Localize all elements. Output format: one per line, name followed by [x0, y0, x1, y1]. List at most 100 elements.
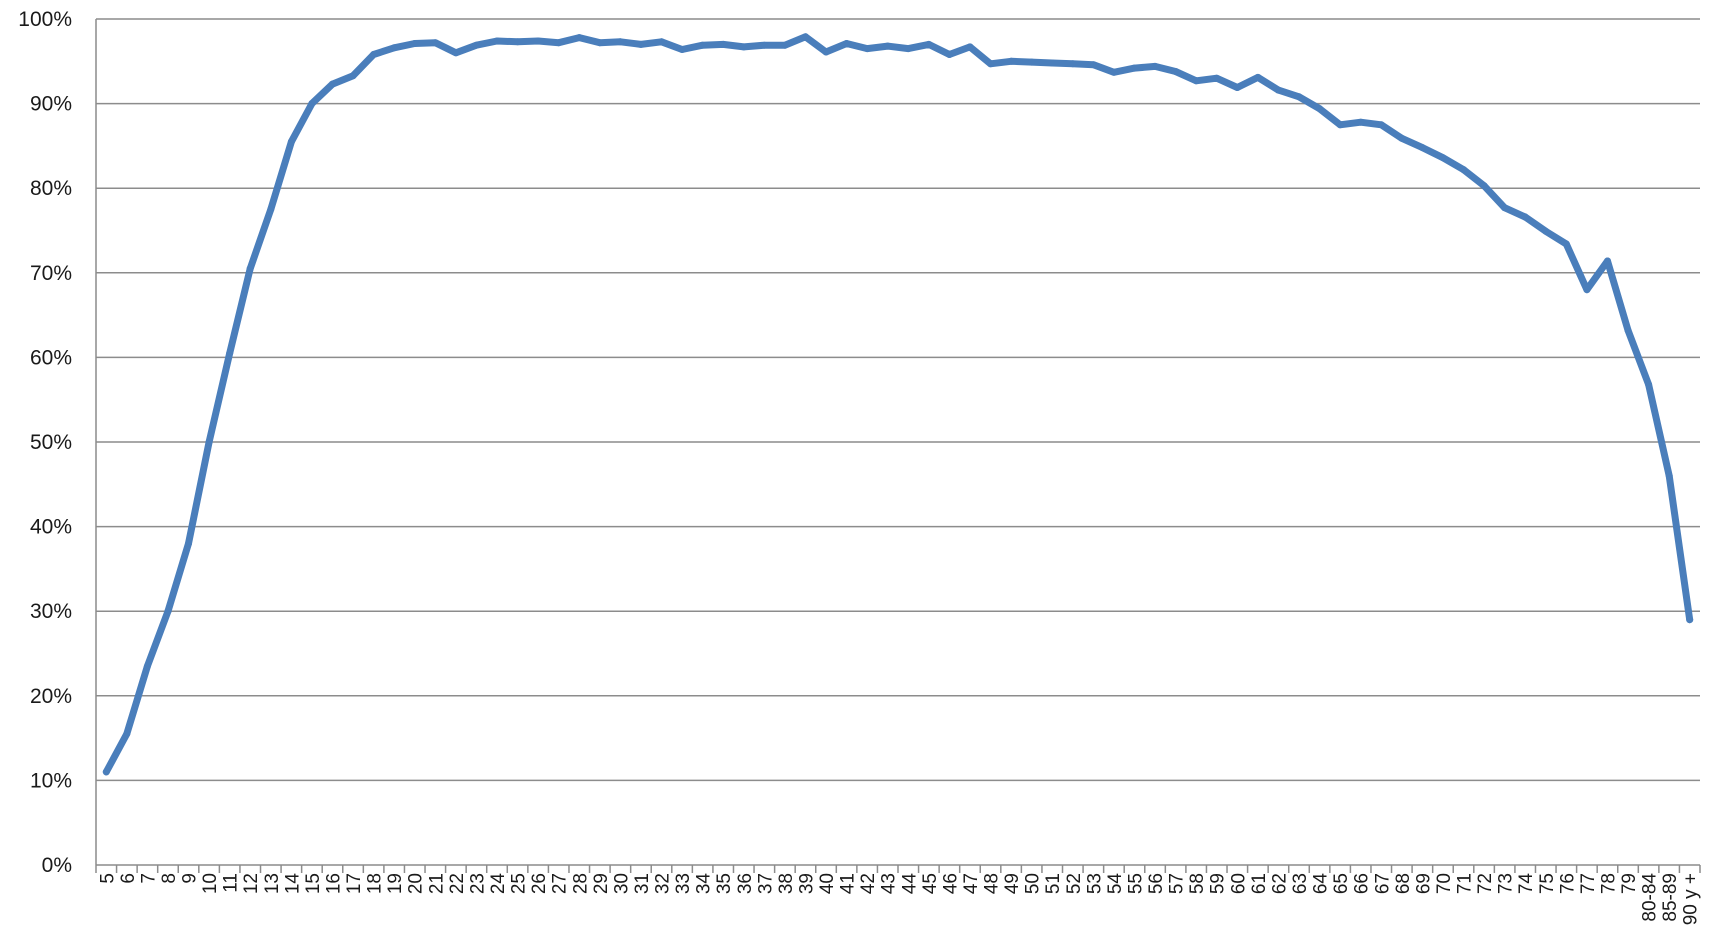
data-point — [637, 40, 645, 48]
data-point — [1480, 182, 1488, 190]
data-point — [370, 51, 378, 58]
x-tick-label: 74 — [1516, 873, 1537, 895]
data-point — [1645, 381, 1653, 388]
x-tick-label: 55 — [1125, 873, 1146, 894]
data-point — [945, 51, 953, 58]
x-tick-label: 8 — [159, 873, 180, 884]
x-tick-label: 39 — [796, 873, 817, 894]
y-tick-label: 30% — [30, 600, 72, 623]
x-tick-label: 51 — [1043, 873, 1064, 894]
data-point — [1213, 74, 1221, 82]
x-tick-label: 43 — [879, 873, 900, 894]
data-point — [658, 38, 665, 46]
data-point — [123, 730, 131, 738]
x-tick-label: 50 — [1023, 873, 1044, 894]
x-tick-label: 56 — [1146, 873, 1167, 894]
data-point — [102, 768, 110, 776]
data-point — [575, 34, 583, 42]
data-point — [1089, 61, 1097, 69]
axes — [95, 19, 1701, 873]
x-tick-label: 16 — [323, 873, 344, 894]
data-point — [205, 438, 213, 446]
x-tick-label: 13 — [262, 873, 283, 894]
x-tick-label: 47 — [961, 873, 982, 894]
x-tick-label: 38 — [776, 873, 797, 894]
data-point — [349, 72, 357, 80]
data-point — [246, 265, 254, 273]
data-point — [1460, 166, 1467, 174]
x-tick-label: 42 — [858, 873, 879, 894]
x-tick-label: 29 — [591, 873, 612, 894]
data-point — [802, 33, 809, 41]
data-point — [1192, 77, 1200, 85]
data-point — [1398, 134, 1406, 142]
data-point — [411, 40, 419, 47]
data-point — [185, 540, 192, 547]
x-tick-label: 28 — [570, 873, 591, 894]
x-tick-label: 65 — [1331, 873, 1352, 894]
data-point — [1624, 326, 1632, 334]
x-tick-label: 22 — [447, 873, 468, 894]
data-point — [1542, 227, 1550, 235]
x-tick-label: 69 — [1413, 873, 1434, 894]
data-point — [1048, 59, 1056, 67]
data-point — [987, 60, 994, 68]
x-tick-label: 67 — [1372, 873, 1393, 894]
x-tick-label: 61 — [1249, 873, 1270, 894]
y-tick-label: 100% — [18, 8, 72, 31]
data-point — [1172, 68, 1180, 75]
data-point — [390, 44, 398, 52]
data-point — [267, 205, 275, 213]
x-tick-label: 6 — [118, 873, 139, 884]
data-point — [966, 43, 974, 51]
x-tick-label: 53 — [1084, 873, 1105, 894]
y-tick-label: 40% — [30, 516, 72, 539]
x-tick-label: 52 — [1064, 873, 1085, 894]
data-point — [493, 37, 501, 45]
x-tick-label: 77 — [1578, 873, 1599, 894]
series-group — [102, 33, 1694, 776]
x-tick-label: 46 — [940, 873, 961, 894]
data-point — [719, 40, 727, 48]
data-point — [863, 45, 871, 53]
data-point — [1665, 472, 1673, 480]
data-point — [1110, 68, 1118, 76]
x-tick-label: 35 — [714, 873, 735, 894]
data-point — [1316, 105, 1324, 113]
x-tick-label: 48 — [982, 873, 1003, 894]
data-point — [699, 41, 707, 49]
data-point — [1336, 121, 1344, 129]
y-axis-ticks: 0% 10% 20% 30% 40% 50% 60% 70% 80% 90% 100% — [18, 8, 72, 877]
data-point — [760, 41, 768, 49]
data-point — [164, 607, 172, 615]
data-point — [1295, 93, 1303, 101]
x-tick-label: 31 — [632, 873, 653, 894]
x-tick-label: 90 y + — [1681, 873, 1702, 925]
data-point — [678, 46, 686, 53]
data-point — [287, 138, 295, 146]
x-tick-label: 27 — [550, 873, 571, 894]
x-tick-label: 36 — [735, 873, 756, 894]
y-tick-label: 80% — [30, 177, 72, 200]
y-tick-label: 0% — [42, 854, 72, 877]
data-point — [781, 41, 789, 49]
data-point — [1028, 58, 1036, 66]
x-tick-label: 72 — [1475, 873, 1496, 894]
y-tick-label: 70% — [30, 262, 72, 285]
data-point — [308, 100, 316, 108]
x-tick-label: 34 — [694, 873, 715, 895]
data-point — [1007, 57, 1015, 65]
data-point — [1233, 84, 1241, 91]
data-point — [431, 39, 439, 47]
x-tick-label: 15 — [303, 873, 324, 894]
data-point — [822, 48, 830, 56]
x-tick-label: 14 — [282, 873, 303, 895]
data-point — [1357, 118, 1365, 126]
data-point — [925, 40, 933, 48]
data-point — [1069, 60, 1077, 68]
data-point — [555, 39, 563, 47]
data-point — [534, 37, 542, 45]
x-tick-label: 9 — [180, 873, 201, 884]
data-point — [1562, 240, 1570, 248]
